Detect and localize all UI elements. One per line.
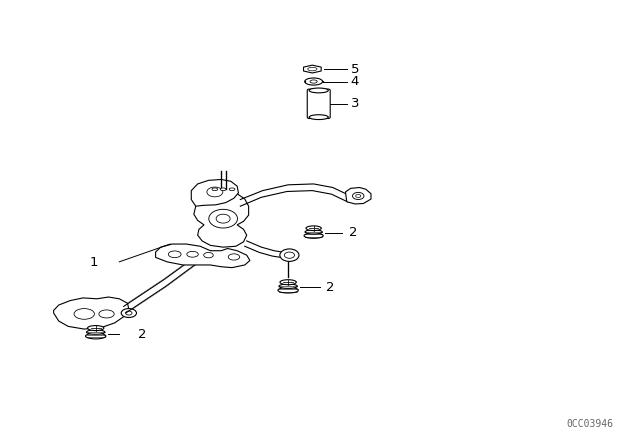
Polygon shape	[241, 184, 349, 206]
Ellipse shape	[280, 280, 296, 285]
Polygon shape	[156, 244, 250, 267]
Polygon shape	[191, 180, 239, 206]
Ellipse shape	[204, 253, 213, 258]
Ellipse shape	[304, 233, 323, 238]
Text: 5: 5	[351, 63, 359, 76]
Polygon shape	[194, 190, 248, 247]
Ellipse shape	[228, 254, 240, 260]
Text: 2: 2	[326, 281, 335, 294]
Ellipse shape	[86, 330, 105, 334]
Ellipse shape	[220, 188, 226, 190]
Ellipse shape	[309, 115, 328, 120]
Ellipse shape	[74, 309, 95, 319]
Ellipse shape	[209, 209, 237, 228]
Ellipse shape	[279, 284, 298, 289]
Text: 0CC03946: 0CC03946	[566, 419, 613, 429]
Ellipse shape	[353, 192, 364, 199]
Polygon shape	[346, 188, 371, 204]
Ellipse shape	[278, 288, 298, 293]
Ellipse shape	[121, 309, 136, 318]
Ellipse shape	[187, 251, 198, 257]
Ellipse shape	[88, 326, 104, 331]
Ellipse shape	[229, 188, 235, 190]
Text: 2: 2	[138, 328, 147, 341]
FancyBboxPatch shape	[307, 89, 330, 118]
Polygon shape	[54, 297, 129, 329]
Ellipse shape	[86, 333, 106, 339]
Ellipse shape	[305, 230, 322, 234]
Text: 4: 4	[351, 75, 359, 88]
Ellipse shape	[310, 80, 317, 83]
Ellipse shape	[280, 249, 299, 261]
Text: 2: 2	[349, 226, 357, 239]
Polygon shape	[303, 65, 321, 73]
Ellipse shape	[212, 188, 218, 190]
Ellipse shape	[305, 78, 323, 85]
Ellipse shape	[99, 310, 114, 318]
Polygon shape	[245, 241, 285, 258]
Text: 3: 3	[351, 97, 359, 110]
Ellipse shape	[309, 88, 328, 93]
Ellipse shape	[168, 251, 181, 258]
Polygon shape	[124, 255, 199, 313]
Ellipse shape	[207, 187, 223, 197]
Text: 1: 1	[90, 256, 98, 269]
Ellipse shape	[306, 226, 321, 231]
